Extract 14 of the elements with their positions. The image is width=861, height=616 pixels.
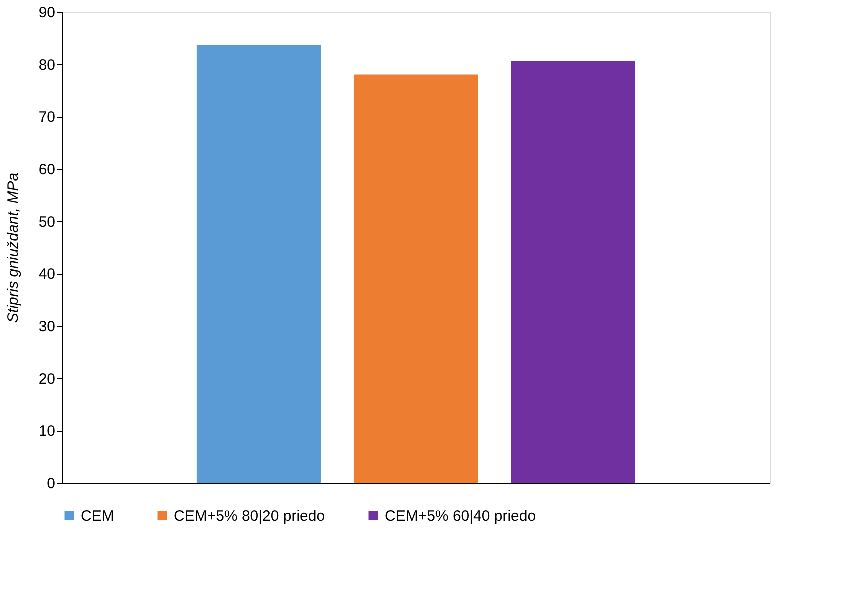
y-tick-label: 0: [47, 476, 56, 492]
legend-label: CEM+5% 60|40 priedo: [385, 508, 536, 525]
y-tick-label: 10: [38, 423, 56, 440]
y-tick-label: 80: [38, 56, 56, 74]
legend-label: CEM: [81, 508, 114, 525]
y-tick-label: 40: [38, 266, 56, 284]
y-tick-label: 60: [38, 162, 56, 178]
y-tick-label: 30: [38, 318, 56, 336]
legend-label: CEM+5% 80|20 priedo: [174, 508, 326, 525]
y-tick-label: 70: [38, 109, 56, 126]
y-tick-label: 20: [38, 370, 56, 388]
y-axis-title: Stipris gniuždant, MPa: [4, 172, 22, 324]
y-tick-label: 90: [38, 4, 56, 22]
y-tick-label: 50: [38, 214, 56, 231]
